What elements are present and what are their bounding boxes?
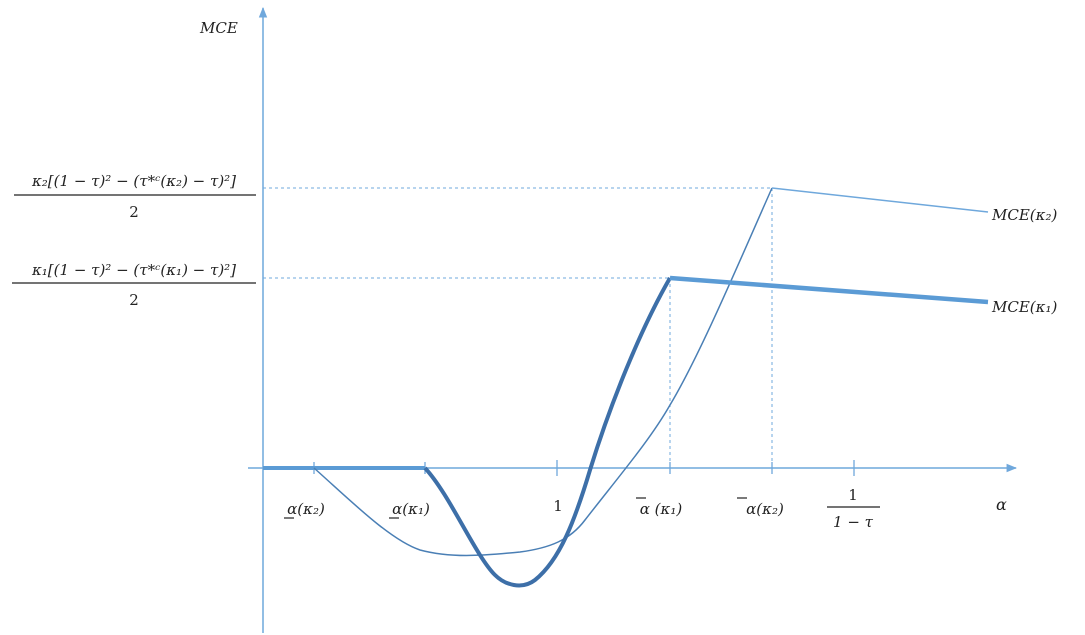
series-mce-k1-tail (669, 275, 989, 305)
svg-text:κ₁[(1 − τ)² − (τ*ᶜ(κ₁) − τ)²]: κ₁[(1 − τ)² − (τ*ᶜ(κ₁) − τ)²] (31, 261, 236, 279)
svg-text:1 − τ: 1 − τ (833, 513, 874, 531)
series-mce-k1-curve (423, 277, 672, 588)
y-tick-label-peak-k1: κ₁[(1 − τ)² − (τ*ᶜ(κ₁) − τ)²] 2 (12, 261, 256, 309)
svg-text:α(κ₂): α(κ₂) (746, 500, 784, 518)
guide-lines (263, 187, 773, 468)
x-axis-title: α (996, 495, 1007, 514)
x-tick-label-alpha-high-k1: α (κ₁) (636, 497, 683, 518)
y-tick-label-peak-k2: κ₂[(1 − τ)² − (τ*ᶜ(κ₂) − τ)²] 2 (14, 172, 256, 221)
svg-text:α (κ₁): α (κ₁) (640, 500, 683, 518)
x-tick-label-inv-one-minus-tau: 1 1 − τ (827, 486, 880, 531)
series-label-k1: MCE(κ₁) (991, 298, 1057, 316)
svg-text:κ₂[(1 − τ)² − (τ*ᶜ(κ₂) − τ)²]: κ₂[(1 − τ)² − (τ*ᶜ(κ₂) − τ)²] (31, 172, 236, 190)
svg-text:1: 1 (848, 486, 858, 504)
series-mce-k2-curve (313, 187, 773, 557)
x-tick-label-alpha-low-k2: α(κ₂) (284, 500, 325, 519)
x-tick-label-alpha-low-k1: α(κ₁) (389, 500, 430, 519)
x-tick-label-one: 1 (553, 497, 563, 515)
y-axis-title: MCE (199, 19, 238, 37)
series-label-k2: MCE(κ₂) (991, 206, 1057, 224)
svg-text:2: 2 (129, 203, 139, 221)
svg-text:α(κ₁): α(κ₁) (392, 500, 430, 518)
series-mce-k2-tail (771, 187, 989, 213)
svg-text:2: 2 (129, 291, 139, 309)
x-tick-label-alpha-high-k2: α(κ₂) (737, 497, 784, 518)
svg-text:α(κ₂): α(κ₂) (287, 500, 325, 518)
